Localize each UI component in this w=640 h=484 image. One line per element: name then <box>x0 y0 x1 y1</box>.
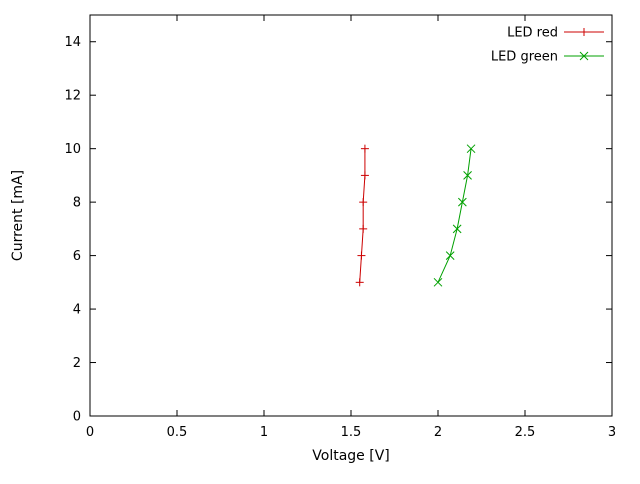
axes <box>89 14 613 417</box>
y-tick-label: 10 <box>64 142 81 157</box>
x-tick-label: 3 <box>608 425 616 440</box>
x-tick-label: 2 <box>434 425 442 440</box>
legend: LED red LED green <box>491 26 604 65</box>
y-tick-label: 14 <box>64 35 81 50</box>
y-tick-label: 6 <box>73 249 81 264</box>
x-tick-label: 1 <box>260 425 268 440</box>
legend-label: LED red <box>507 26 558 41</box>
x-axis: 0 0.5 1 1.5 2 2.5 3 Voltage [V] <box>86 15 616 464</box>
x-tick-label: 0.5 <box>167 425 188 440</box>
y-tick-label: 12 <box>64 89 81 104</box>
y-axis-label: Current [mA] <box>10 170 26 261</box>
x-tick-label: 1.5 <box>341 425 362 440</box>
y-tick-label: 2 <box>73 356 81 371</box>
y-tick-label: 8 <box>73 196 81 211</box>
plot-border <box>89 14 613 417</box>
x-tick-label: 2.5 <box>515 425 536 440</box>
series-led-red <box>355 144 369 287</box>
y-axis: 0 2 4 6 8 10 12 14 Current [mA] <box>10 35 612 425</box>
series-led-green <box>433 144 476 287</box>
x-axis-label: Voltage [V] <box>312 448 389 464</box>
y-tick-label: 0 <box>73 410 81 425</box>
x-tick-label: 0 <box>86 425 94 440</box>
y-tick-label: 4 <box>73 303 81 318</box>
legend-label: LED green <box>491 50 558 65</box>
